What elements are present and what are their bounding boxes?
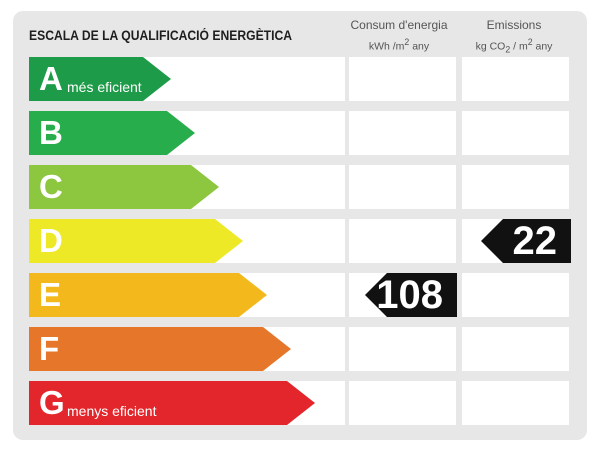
consumption-cell-g	[349, 381, 456, 425]
emissions-cell-a	[462, 57, 569, 101]
consumption-cell-f	[349, 327, 456, 371]
class-arrow-shape-c	[29, 165, 219, 209]
class-arrow-c: C	[29, 165, 219, 209]
scale-title: ESCALA DE LA QUALIFICACIÓ ENERGÈTICA	[29, 28, 293, 43]
consumption-rating-marker-shape	[365, 273, 457, 317]
emissions-rating-marker: 22	[481, 219, 571, 263]
class-letter-e: E	[39, 276, 62, 313]
class-letter-f: F	[39, 330, 60, 367]
class-arrow-f: F	[29, 327, 291, 371]
emissions-rating-marker-shape	[481, 219, 571, 263]
consumption-unit: kWh /m2 any	[368, 37, 430, 53]
consumption-rating-marker-value: 108	[376, 273, 443, 317]
consumption-column-header: Consum d'energia kWh /m2 any	[348, 17, 450, 56]
class-arrow-shape-g	[29, 381, 315, 425]
consumption-cell-b	[349, 111, 456, 155]
emissions-column-header: Emissions kg CO2 / m2 any	[463, 17, 565, 59]
emissions-cell-b	[462, 111, 569, 155]
emissions-cell-c	[462, 165, 569, 209]
emissions-cell-g	[462, 381, 569, 425]
consumption-cell-d	[349, 219, 456, 263]
emissions-cell-e	[462, 273, 569, 317]
class-letter-g: G	[39, 384, 65, 421]
class-letter-b: B	[39, 114, 63, 151]
class-sublabel-a: més eficient	[67, 79, 142, 95]
emissions-label: Emissions	[486, 18, 542, 32]
class-arrow-shape-e	[29, 273, 267, 317]
class-arrow-shape-a	[29, 57, 171, 101]
consumption-rating-marker: 108	[365, 273, 457, 317]
class-arrow-e: E	[29, 273, 267, 317]
consumption-label: Consum d'energia	[350, 18, 448, 32]
emissions-rating-marker-value: 22	[512, 219, 558, 263]
class-arrow-shape-b	[29, 111, 195, 155]
class-letter-d: D	[39, 222, 63, 259]
emissions-unit: kg CO2 / m2 any	[475, 37, 553, 55]
class-letter-c: C	[39, 168, 63, 205]
consumption-cell-c	[349, 165, 456, 209]
emissions-cell-f	[462, 327, 569, 371]
class-arrow-shape-d	[29, 219, 243, 263]
class-letter-a: A	[39, 60, 63, 97]
class-arrow-d: D	[29, 219, 243, 263]
class-arrow-b: B	[29, 111, 195, 155]
consumption-cell-a	[349, 57, 456, 101]
class-arrow-shape-f	[29, 327, 291, 371]
class-sublabel-g: menys eficient	[67, 403, 157, 419]
